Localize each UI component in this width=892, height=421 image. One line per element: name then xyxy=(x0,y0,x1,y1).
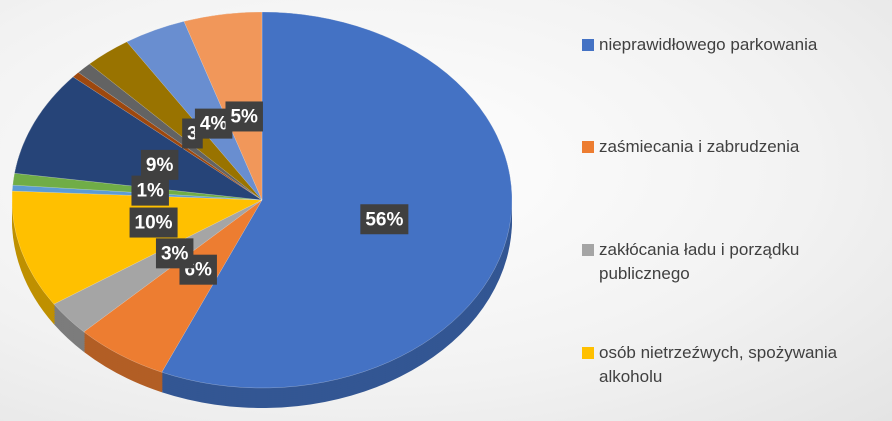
legend-swatch xyxy=(582,244,594,256)
data-label: 3% xyxy=(155,238,194,269)
legend-label: nieprawidłowego parkowania xyxy=(599,35,818,54)
slice xyxy=(161,11,513,389)
legend-item: nieprawidłowego parkowania xyxy=(582,33,882,57)
slice xyxy=(183,11,263,201)
data-label-bg xyxy=(140,149,179,180)
legend-item: zakłócania ładu i porządku publicznego xyxy=(582,238,844,286)
data-label-text: 1% xyxy=(136,181,164,202)
legend-swatch xyxy=(582,39,594,51)
slice xyxy=(11,190,263,305)
legend-label: zaśmiecania i zabrudzenia xyxy=(599,137,800,156)
legend-swatch xyxy=(582,141,594,153)
data-label-bg xyxy=(360,204,409,235)
slice xyxy=(14,76,263,201)
data-label-bg xyxy=(225,101,263,132)
data-label: 56% xyxy=(360,204,409,235)
legend-label: zakłócania ładu i porządku publicznego xyxy=(599,240,800,283)
data-label: 5% xyxy=(225,101,263,132)
data-label-text: 3 xyxy=(187,124,198,145)
data-label-text: 9% xyxy=(146,155,174,176)
data-label-text: 56% xyxy=(365,209,403,230)
slice xyxy=(77,63,263,201)
legend-label: osób nietrzeźwych, spożywania alkoholu xyxy=(599,343,838,386)
data-label: 9% xyxy=(140,149,179,180)
slice xyxy=(126,21,263,201)
legend-item: osób nietrzeźwych, spożywania alkoholu xyxy=(582,341,844,389)
legend-item: zaśmiecania i zabrudzenia xyxy=(582,135,882,159)
data-label-text: 5% xyxy=(230,106,258,127)
slice xyxy=(83,199,263,373)
data-label: 10% xyxy=(129,207,178,238)
data-label-bg xyxy=(129,207,178,238)
slice xyxy=(89,41,263,201)
data-label-bg xyxy=(131,175,169,206)
data-label-bg xyxy=(155,238,194,269)
legend-swatch xyxy=(582,347,594,359)
data-label: 1% xyxy=(131,175,169,206)
data-label-text: 10% xyxy=(135,213,173,234)
data-label-text: 4% xyxy=(200,114,228,135)
slice xyxy=(72,72,263,201)
data-label-text: 3% xyxy=(161,243,189,264)
